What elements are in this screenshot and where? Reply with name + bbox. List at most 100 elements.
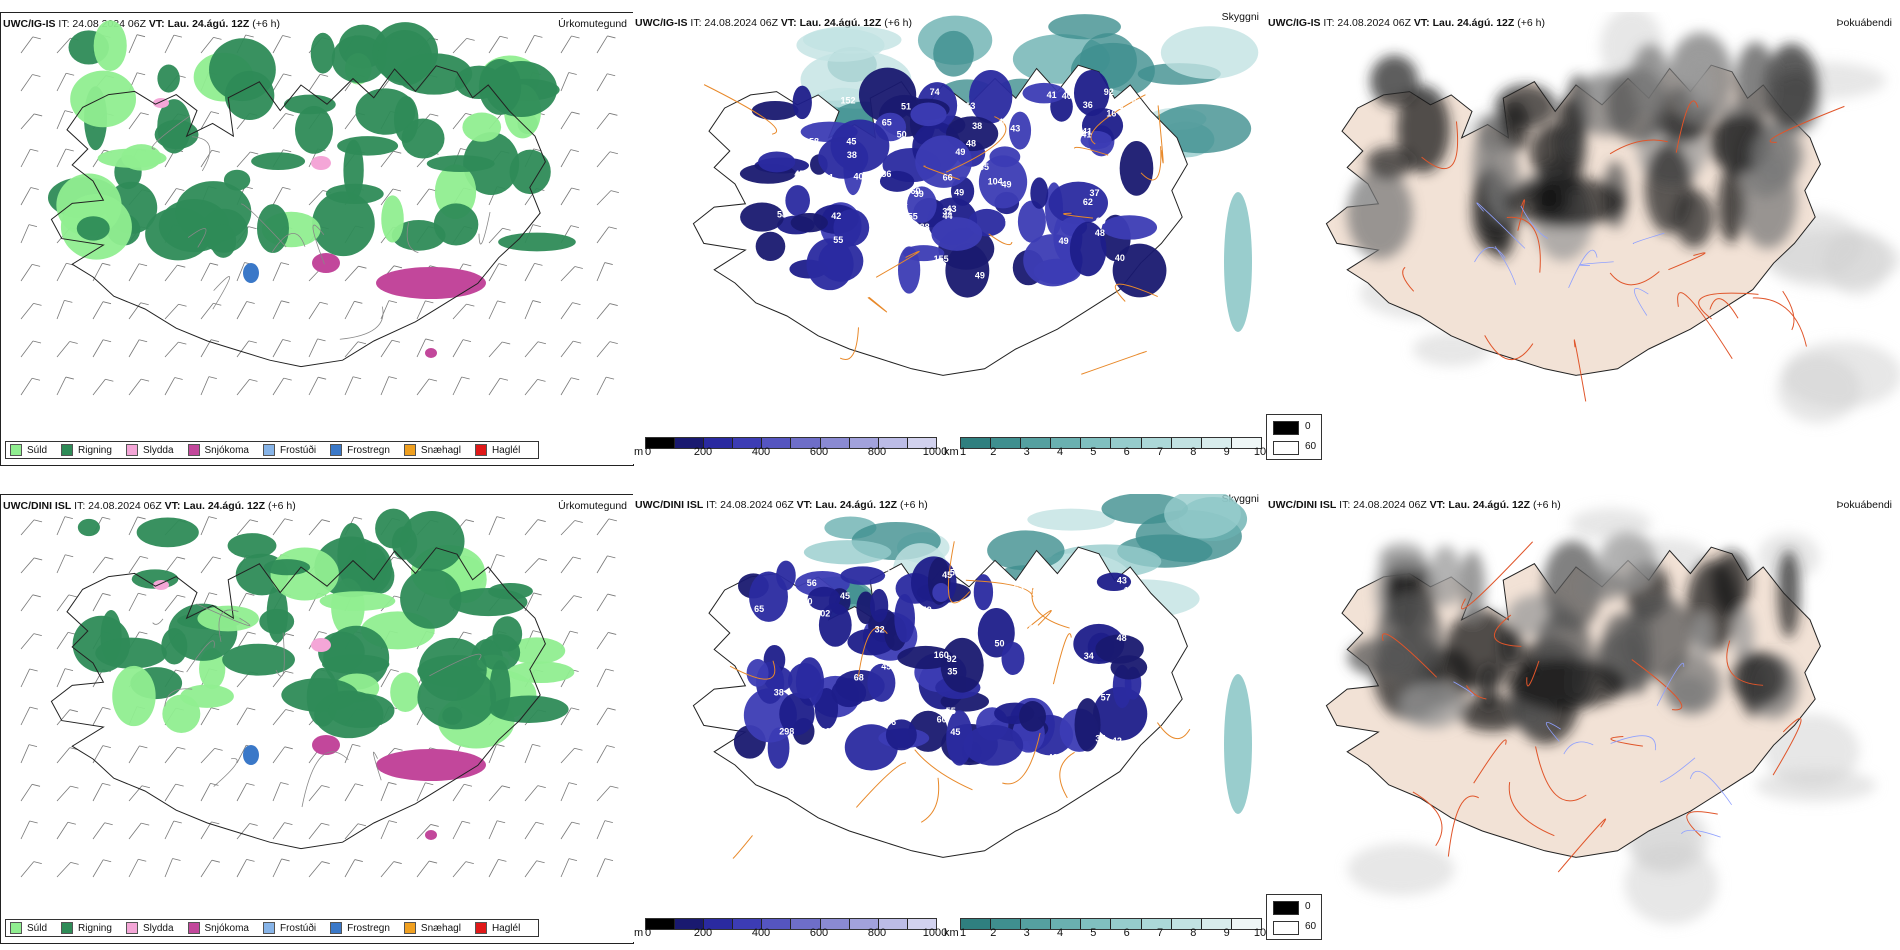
panel-title: Skyggni xyxy=(1221,12,1259,23)
colorbar-cell xyxy=(849,919,879,929)
legend-label: Súld xyxy=(27,922,48,934)
model-name: UWC/IG-IS xyxy=(3,18,56,30)
model-name: UWC/DINI ISL xyxy=(1268,499,1337,511)
visibility-unit: km xyxy=(944,927,959,939)
cloud-height-label: 39 xyxy=(914,189,924,199)
valid-time: VT: Lau. 24.ágú. 12Z xyxy=(780,17,882,29)
colorbar-tick: 4 xyxy=(1056,446,1064,458)
cloud-height-label: 37 xyxy=(1095,734,1105,744)
colorbar-tick: 3 xyxy=(1023,446,1030,458)
cloud-height-label: 47 xyxy=(1098,746,1108,756)
legend-item: Snæhagl xyxy=(403,922,461,934)
cloud-height-label: 38 xyxy=(933,623,943,633)
cloud-height-label: 35 xyxy=(1024,638,1034,648)
panel-header: UWC/IG-IS IT: 24.08.2024 06Z VT: Lau. 24… xyxy=(1268,16,1896,30)
cloud-height-label: 35 xyxy=(979,162,989,172)
legend-label: Snæhagl xyxy=(420,444,461,456)
legend-item: Frostúði xyxy=(262,922,316,934)
colorbar-cell xyxy=(762,919,792,929)
cloud-height-label: 80 xyxy=(809,191,819,201)
colorbar-cell xyxy=(762,438,792,448)
precip-map xyxy=(20,20,619,396)
legend-swatch xyxy=(403,444,416,456)
legend-item: Rigning xyxy=(61,922,112,934)
colorbar-tick: 0 xyxy=(645,446,652,458)
panel-header: UWC/DINI ISL IT: 24.08.2024 06Z VT: Lau.… xyxy=(1268,498,1896,512)
legend-swatch xyxy=(330,444,343,456)
legend-item: Slydda xyxy=(125,922,174,934)
lead-time: (+6 h) xyxy=(884,17,912,29)
cloud-height-label: 49 xyxy=(954,188,964,198)
legend-label: Haglél xyxy=(491,444,521,456)
cloud-height-label: 56 xyxy=(886,717,896,727)
legend-swatch xyxy=(474,922,487,934)
legend-label: Snjókoma xyxy=(204,922,249,934)
legend-swatch xyxy=(10,444,22,456)
colorbar-cell xyxy=(907,438,936,448)
cloud-height-label: 56 xyxy=(807,578,817,588)
cloud-height-label: 93 xyxy=(1086,174,1096,184)
height-unit: m xyxy=(634,927,644,939)
cloud-height-label: 35 xyxy=(1005,220,1015,230)
cloud-height-label: 44 xyxy=(998,117,1008,127)
colorbar-cell xyxy=(733,919,763,929)
panel-title: Þokuábendi xyxy=(1836,499,1892,511)
cloud-height-label: 50 xyxy=(802,596,812,606)
colorbar-tick: 9 xyxy=(1223,927,1230,939)
colorbar-cell xyxy=(1021,919,1052,929)
cloud-height-label: 37 xyxy=(1027,656,1037,666)
init-time: IT: 24.08.2024 06Z xyxy=(74,500,162,512)
colorbar-tick: 4 xyxy=(1056,927,1064,939)
legend-label: Frostúði xyxy=(279,444,317,456)
precip-map xyxy=(20,508,619,878)
height-colorbar xyxy=(645,437,937,449)
colorbar-cell xyxy=(991,919,1022,929)
legend-item: Haglél xyxy=(474,444,521,456)
colorbar-tick: 1 xyxy=(960,446,967,458)
model-name: UWC/DINI ISL xyxy=(635,499,704,511)
cloud-height-label: 42 xyxy=(1112,736,1122,746)
cloud-height-label: 36 xyxy=(1005,214,1015,224)
cloud-height-label: 60 xyxy=(821,727,831,737)
cloud-height-label: 53 xyxy=(1022,622,1032,632)
cloud-height-label: 63 xyxy=(1014,582,1024,592)
precip-type-panel-top: UWC/IG-IS IT: 24.08.2024 06Z VT: Lau. 24… xyxy=(0,12,634,466)
cloud-height-label: 34 xyxy=(1084,651,1094,661)
legend-item: Frostúði xyxy=(262,444,317,456)
colorbar-tick: 600 xyxy=(809,446,829,458)
cloud-height-label: 35 xyxy=(756,258,766,268)
valid-time: VT: Lau. 24.ágú. 12Z xyxy=(148,18,250,30)
legend-item: Frostregn xyxy=(330,922,390,934)
colorbar-tick: 2 xyxy=(990,446,997,458)
cloud-height-label: 160 xyxy=(934,650,949,660)
cloud-height-label: 92 xyxy=(947,654,957,664)
cloud-height-label: 50 xyxy=(897,129,907,139)
model-name: UWC/DINI ISL xyxy=(3,500,72,512)
cloud-height-label: 43 xyxy=(947,204,957,214)
cloud-height-label: 55 xyxy=(833,235,843,245)
visibility-map: 80 49 41 69 45 74 62 74 66 61 56 38 41 35 42 50 65 213 49 9… xyxy=(692,14,1259,376)
cloud-height-label: 58 xyxy=(777,210,787,220)
colorbar-tick: 6 xyxy=(1123,927,1130,939)
cloud-height-label: 55 xyxy=(946,706,956,716)
init-time: IT: 24.08.2024 06Z xyxy=(1323,17,1411,29)
legend-label: Frostregn xyxy=(347,922,390,934)
cloud-height-label: 38 xyxy=(847,150,857,160)
cloud-height-label: 42 xyxy=(831,211,841,221)
cloud-height-label: 35 xyxy=(947,666,957,676)
legend-item: Snæhagl xyxy=(403,444,461,456)
panel-title: Þokuábendi xyxy=(1836,17,1892,29)
colorbar-cell xyxy=(878,438,908,448)
cloud-height-label: 41 xyxy=(1082,126,1092,136)
visibility-colorbar xyxy=(960,437,1262,449)
cloud-height-label: 62 xyxy=(1083,197,1093,207)
fog-low-label: 60 xyxy=(1305,441,1317,452)
cloud-height-label: 58 xyxy=(809,136,819,146)
colorbar-cell xyxy=(791,919,821,929)
cloud-height-label: 39 xyxy=(1020,614,1030,624)
colorbar-tick: 8 xyxy=(1190,446,1197,458)
legend-swatch xyxy=(125,444,138,456)
cloud-height-label: 68 xyxy=(854,672,864,682)
valid-time: VT: Lau. 24.ágú. 12Z xyxy=(164,500,266,512)
fog-map xyxy=(1325,12,1900,424)
